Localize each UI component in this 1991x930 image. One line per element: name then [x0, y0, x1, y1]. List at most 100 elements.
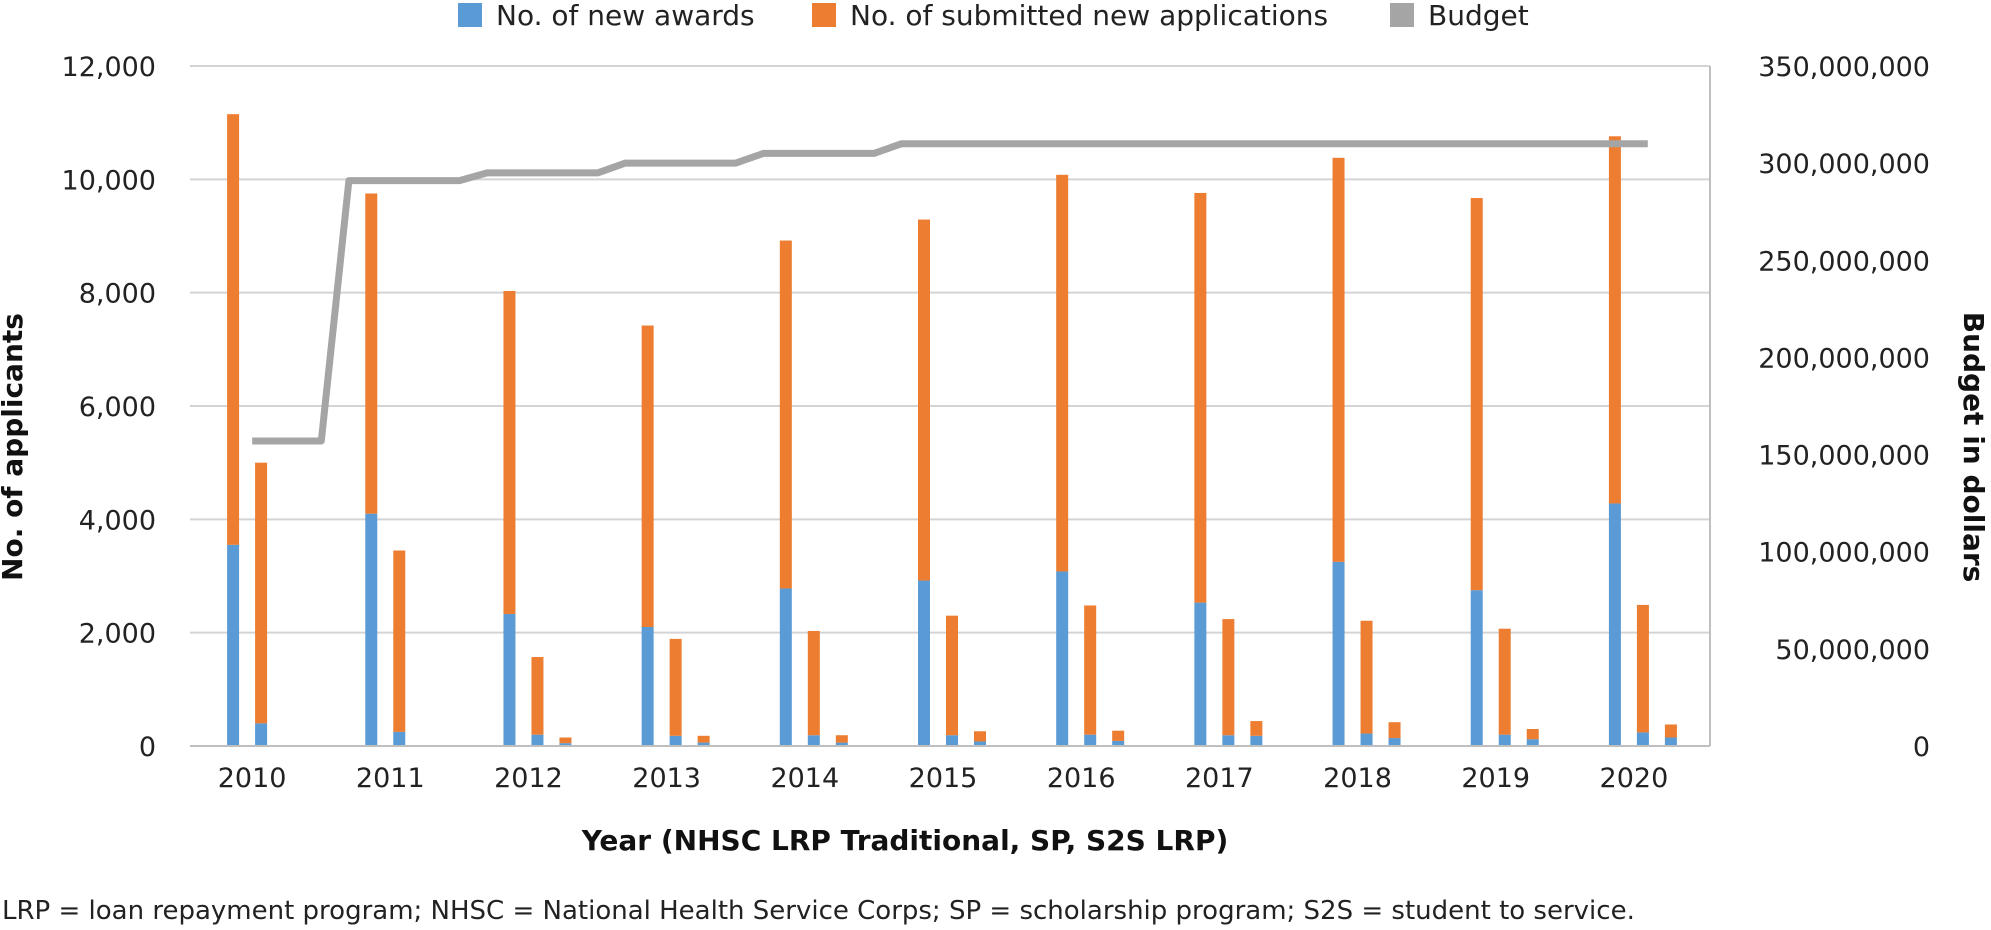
- bar-submitted-applications: [1526, 729, 1539, 740]
- bar-new-awards: [365, 513, 378, 746]
- x-tick-label: 2018: [1323, 763, 1392, 794]
- bar-new-awards: [1194, 602, 1207, 746]
- legend-swatch: [812, 3, 836, 27]
- y2-axis-title: Budget in dollars: [1957, 312, 1990, 583]
- y-tick-label: 6,000: [79, 392, 156, 423]
- bar-submitted-applications: [1664, 724, 1677, 738]
- bar-submitted-applications: [1084, 605, 1097, 735]
- y-tick-label: 0: [139, 732, 156, 763]
- bar-submitted-applications: [807, 630, 820, 736]
- bar-new-awards: [946, 735, 958, 746]
- bar-new-awards: [1388, 738, 1401, 746]
- y2-tick-label: 150,000,000: [1758, 441, 1930, 472]
- y2-tick-label: 50,000,000: [1775, 635, 1930, 666]
- bar-submitted-applications: [1470, 198, 1483, 591]
- bar-submitted-applications: [393, 550, 406, 732]
- bar-new-awards: [1498, 734, 1511, 746]
- bar-new-awards: [1636, 732, 1649, 746]
- bar-submitted-applications: [227, 114, 240, 545]
- bar-new-awards: [835, 742, 848, 746]
- x-tick-label: 2019: [1461, 763, 1530, 794]
- bar-submitted-applications: [1250, 721, 1263, 736]
- bar-submitted-applications: [365, 193, 378, 514]
- y2-tick-label: 100,000,000: [1758, 538, 1930, 569]
- legend-label: No. of submitted new applications: [850, 0, 1328, 32]
- bar-submitted-applications: [1608, 136, 1621, 504]
- bar-new-awards: [807, 735, 820, 746]
- bar-new-awards: [918, 580, 930, 746]
- bar-submitted-applications: [503, 290, 516, 614]
- x-tick-label: 2014: [770, 763, 839, 794]
- legend-label: No. of new awards: [496, 0, 755, 32]
- x-axis-title: Year (NHSC LRP Traditional, SP, S2S LRP): [581, 824, 1229, 857]
- bar-submitted-applications: [1636, 604, 1649, 733]
- y-tick-label: 4,000: [79, 505, 156, 536]
- bar-new-awards: [1056, 571, 1069, 746]
- bar-new-awards: [779, 588, 792, 746]
- x-tick-label: 2013: [632, 763, 701, 794]
- bar-submitted-applications: [669, 638, 682, 736]
- y2-tick-label: 250,000,000: [1758, 246, 1930, 277]
- bar-submitted-applications: [779, 240, 792, 589]
- bar-new-awards: [974, 741, 986, 746]
- bar-new-awards: [393, 731, 406, 746]
- bar-submitted-applications: [1388, 722, 1401, 739]
- bars: [227, 114, 1677, 746]
- bar-submitted-applications: [255, 462, 268, 724]
- bar-new-awards: [1664, 737, 1677, 746]
- bar-new-awards: [1608, 503, 1621, 746]
- budget-line: [252, 140, 1648, 445]
- x-tick-label: 2016: [1047, 763, 1116, 794]
- bar-new-awards: [1222, 735, 1235, 746]
- bar-new-awards: [1470, 590, 1483, 746]
- bar-submitted-applications: [835, 735, 848, 743]
- bar-submitted-applications: [531, 657, 544, 735]
- bar-new-awards: [1250, 735, 1263, 746]
- bar-new-awards: [227, 544, 240, 746]
- bar-submitted-applications: [559, 737, 572, 744]
- legend-swatch: [458, 3, 482, 27]
- bar-submitted-applications: [1112, 730, 1125, 741]
- bar-submitted-applications: [946, 615, 958, 736]
- x-tick-label: 2017: [1185, 763, 1254, 794]
- bar-submitted-applications: [1056, 174, 1069, 572]
- bar-submitted-applications: [1194, 192, 1207, 603]
- bar-submitted-applications: [918, 219, 930, 581]
- bar-submitted-applications: [641, 325, 654, 627]
- tick-labels: 0 2,000 4,000 6,000 8,000 10,000 12,000 0 50,000…: [62, 52, 1930, 794]
- y2-tick-label: 350,000,000: [1758, 52, 1930, 83]
- bar-new-awards: [1112, 740, 1125, 746]
- bar-submitted-applications: [974, 731, 986, 742]
- bar-submitted-applications: [1332, 157, 1345, 562]
- bar-new-awards: [531, 734, 544, 746]
- y2-tick-label: 0: [1913, 732, 1930, 763]
- bar-new-awards: [669, 735, 682, 746]
- bar-submitted-applications: [1498, 628, 1511, 735]
- bar-new-awards: [503, 613, 516, 746]
- bar-new-awards: [255, 723, 268, 746]
- budget-line-group: [252, 140, 1648, 445]
- x-tick-label: 2010: [218, 763, 287, 794]
- bar-new-awards: [1360, 733, 1373, 746]
- bar-new-awards: [697, 742, 710, 746]
- y-tick-label: 8,000: [79, 279, 156, 310]
- legend: No. of new awards No. of submitted new ap…: [458, 0, 1529, 32]
- footnote: LRP = loan repayment program; NHSC = Nat…: [2, 896, 1635, 926]
- y2-tick-label: 200,000,000: [1758, 343, 1930, 374]
- y-tick-label: 12,000: [62, 52, 156, 83]
- bar-new-awards: [559, 743, 572, 746]
- bar-new-awards: [1084, 734, 1097, 746]
- y-axis-title: No. of applicants: [0, 313, 29, 581]
- bar-submitted-applications: [1222, 619, 1235, 736]
- y2-tick-label: 300,000,000: [1758, 149, 1930, 180]
- bar-new-awards: [1332, 561, 1345, 746]
- x-tick-label: 2020: [1600, 763, 1669, 794]
- bar-submitted-applications: [1360, 620, 1373, 734]
- y-tick-label: 2,000: [79, 619, 156, 650]
- y-tick-label: 10,000: [62, 165, 156, 196]
- legend-swatch: [1390, 3, 1414, 27]
- x-tick-label: 2011: [356, 763, 425, 794]
- bar-new-awards: [641, 627, 654, 746]
- axes: [190, 66, 1711, 747]
